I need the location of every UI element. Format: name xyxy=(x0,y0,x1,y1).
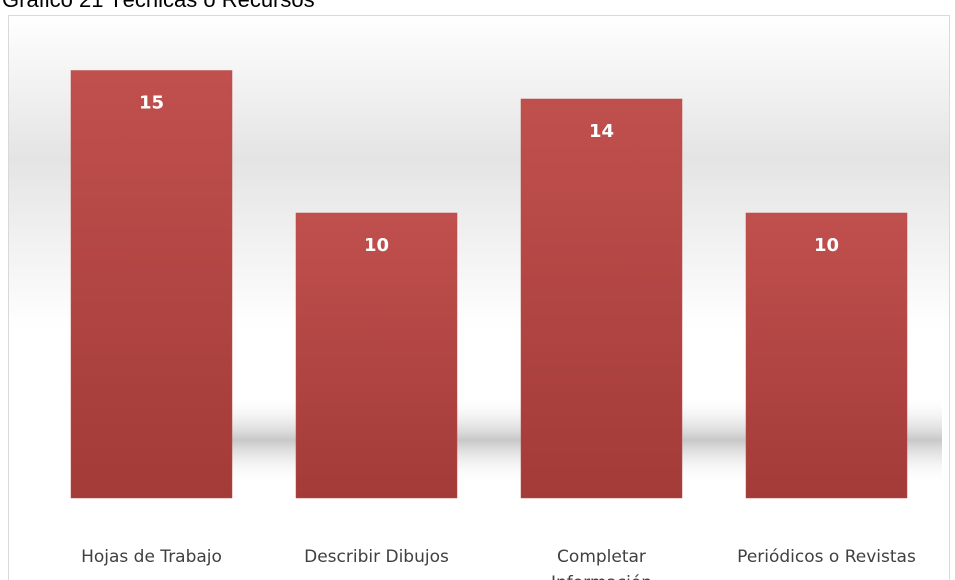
bar xyxy=(295,212,458,499)
bar xyxy=(745,212,908,499)
x-tick-label: Periódicos o Revistas xyxy=(737,547,916,567)
value-label: 14 xyxy=(589,121,614,142)
x-tick-label: Describir Dibujos xyxy=(304,547,449,567)
value-label: 10 xyxy=(364,235,389,256)
x-tick-label: Hojas de Trabajo xyxy=(81,547,222,567)
bar xyxy=(520,98,683,499)
chart-title: Gráfico 21 Técnicas o Recursos xyxy=(2,0,315,13)
value-label: 15 xyxy=(139,93,164,114)
x-tick-label: Completar Información xyxy=(551,547,652,580)
bar xyxy=(70,70,233,499)
value-label: 10 xyxy=(814,235,839,256)
